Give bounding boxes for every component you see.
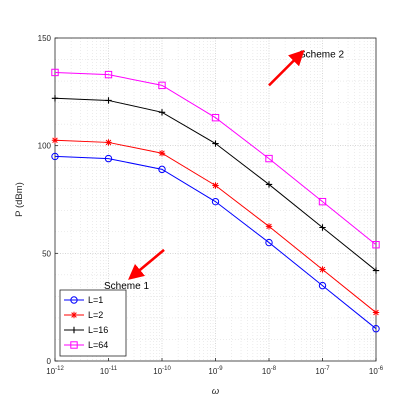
data-point: [319, 266, 326, 273]
grid: [55, 38, 376, 361]
data-point: [51, 68, 59, 77]
data-point: [212, 140, 219, 147]
legend-item: L=2: [64, 310, 103, 320]
data-point: [265, 223, 273, 230]
legend-item: L=16: [64, 325, 108, 335]
axes: 0 50 100 150 10-12 10-11 10-10 10-9 10-8 10-7 10-6: [38, 34, 384, 376]
x-tick-label: 10-7: [315, 366, 330, 376]
y-axis-label: P (dBm): [14, 182, 25, 217]
data-point: [265, 238, 273, 247]
data-point: [51, 95, 59, 102]
data-point: [265, 181, 273, 188]
x-tick-label: 10-9: [208, 366, 223, 376]
data-point: [70, 296, 78, 304]
data-point: [158, 150, 166, 157]
data-point: [158, 81, 166, 90]
data-point: [265, 154, 273, 163]
y-tick-label: 0: [47, 357, 52, 366]
series-4: [51, 68, 380, 249]
series-group: [51, 68, 380, 333]
x-tick-label: 10-12: [46, 366, 64, 376]
annotation-text: Scheme 1: [104, 281, 149, 292]
series-1: [51, 152, 380, 333]
data-point: [212, 182, 219, 189]
data-point: [158, 165, 166, 174]
y-tick-label: 150: [38, 34, 52, 43]
data-point: [211, 113, 220, 122]
series-line: [54, 71, 377, 246]
y-tick-label: 100: [38, 142, 52, 151]
legend-label: L=64: [88, 340, 108, 350]
x-tick-label: 10-11: [100, 366, 118, 376]
data-point: [318, 197, 327, 206]
x-tick-label: 10-10: [153, 366, 171, 376]
legend-item: L=64: [64, 340, 108, 350]
series-3: [51, 95, 380, 274]
data-point: [51, 137, 59, 144]
data-point: [372, 241, 380, 249]
annotation-text: Scheme 2: [299, 49, 344, 60]
data-point: [105, 97, 112, 104]
data-point: [319, 224, 326, 231]
y-tick-label: 50: [42, 249, 51, 258]
annotations: Scheme 2 Scheme 1: [104, 49, 344, 291]
legend-label: L=16: [88, 325, 108, 335]
data-point: [51, 152, 59, 161]
legend-label: L=1: [88, 295, 103, 305]
data-point: [211, 197, 220, 206]
data-point: [372, 267, 380, 274]
data-point: [318, 281, 327, 290]
data-point: [372, 309, 380, 316]
data-point: [70, 326, 78, 334]
data-point: [70, 311, 78, 319]
series-line: [54, 155, 377, 330]
annotation-arrow: [268, 49, 305, 87]
data-point: [70, 341, 78, 349]
series-2: [51, 137, 380, 316]
data-point: [158, 109, 166, 116]
legend-label: L=2: [88, 310, 103, 320]
legend-item: L=1: [64, 295, 103, 305]
x-tick-label: 10-6: [369, 366, 384, 376]
legend: L=1 L=2 L=16 L=64: [59, 289, 127, 357]
data-point: [104, 154, 113, 163]
annotation-arrow: [128, 248, 165, 280]
data-point: [105, 139, 112, 146]
x-tick-label: 10-8: [262, 366, 277, 376]
data-point: [104, 70, 113, 79]
data-point: [372, 325, 380, 333]
x-axis-label: ω: [212, 386, 220, 397]
